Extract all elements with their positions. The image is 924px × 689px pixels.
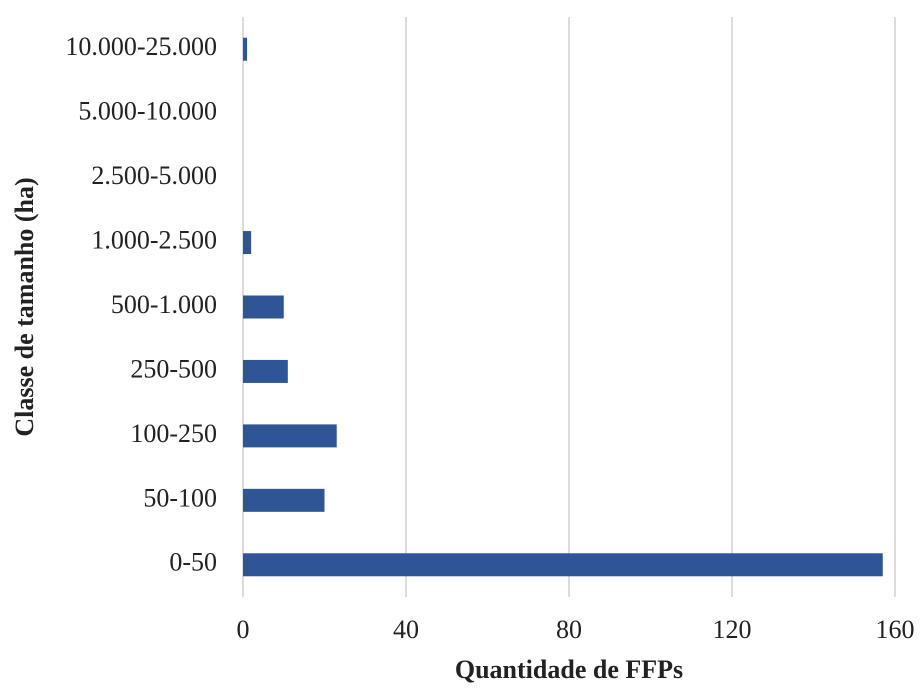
x-tick-label: 0 [237, 615, 250, 644]
y-tick-label: 5.000-10.000 [78, 97, 217, 126]
bar [243, 488, 325, 512]
bar [243, 37, 248, 61]
y-tick-label: 100-250 [130, 419, 217, 448]
bar [243, 359, 288, 383]
bar [243, 295, 284, 319]
y-axis-label: Classe de tamanho (ha) [10, 177, 39, 436]
x-tick-label: 120 [713, 615, 752, 644]
y-tick-label: 0-50 [169, 548, 217, 577]
y-tick-label: 250-500 [130, 354, 217, 383]
y-tick-label: 1.000-2.500 [91, 226, 217, 255]
x-tick-label: 160 [876, 615, 915, 644]
y-tick-label: 2.500-5.000 [91, 161, 217, 190]
x-axis-label: Quantidade de FFPs [455, 655, 683, 684]
y-tick-label: 500-1.000 [111, 290, 217, 319]
bar [243, 231, 252, 255]
x-tick-label: 40 [393, 615, 419, 644]
y-tick-label: 10.000-25.000 [65, 32, 217, 61]
bar [243, 424, 337, 448]
x-tick-label: 80 [556, 615, 582, 644]
y-tick-label: 50-100 [143, 483, 217, 512]
bar [243, 553, 883, 577]
